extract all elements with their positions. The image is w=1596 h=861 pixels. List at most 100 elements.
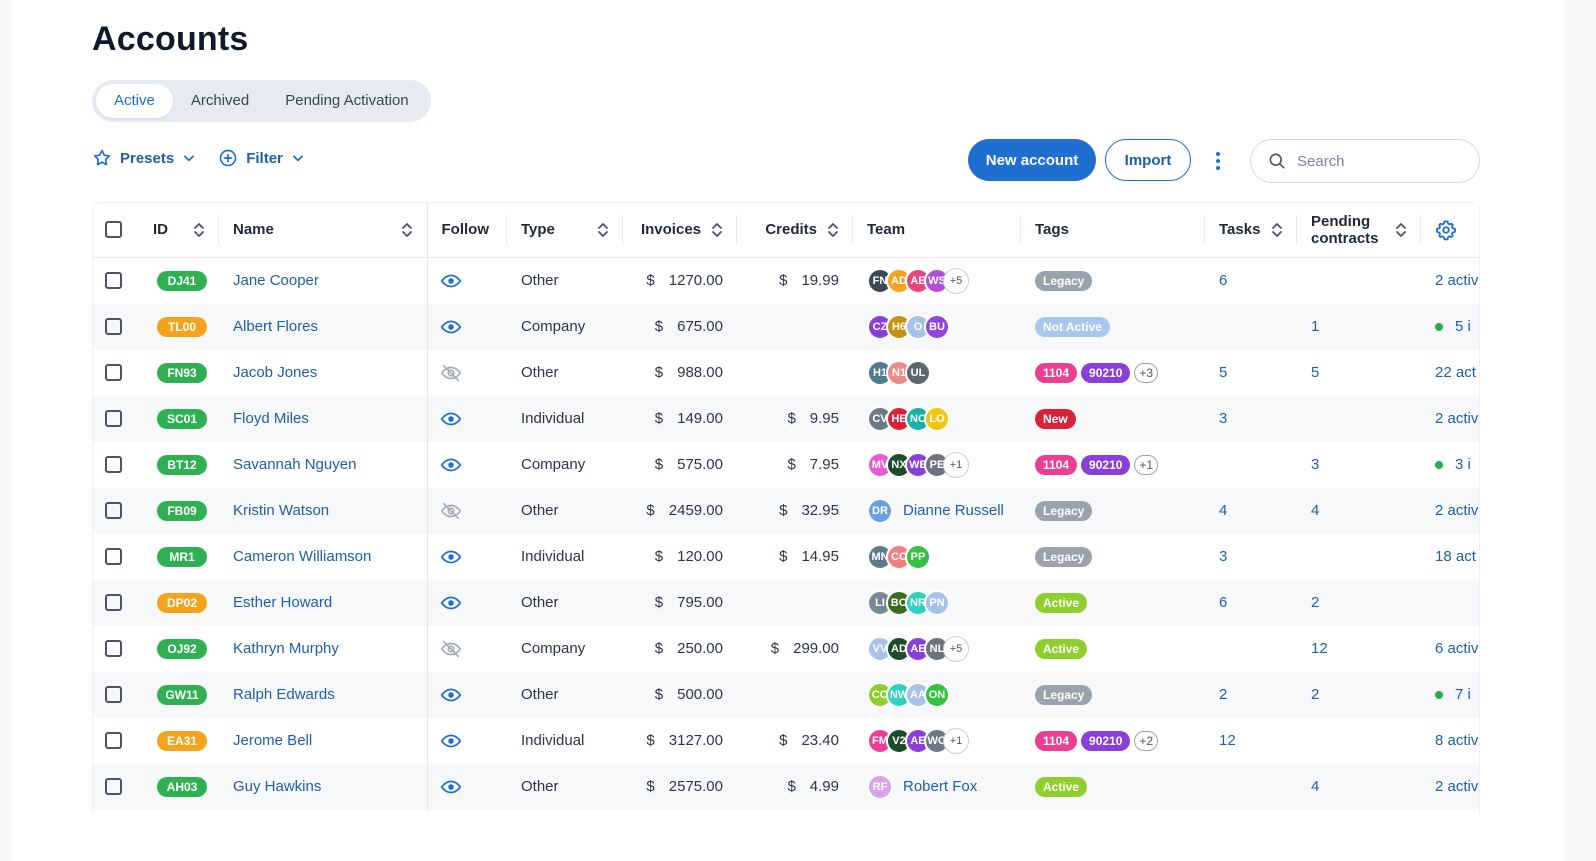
account-name-link[interactable]: Esther Howard xyxy=(233,594,333,611)
filter-button[interactable]: Filter xyxy=(218,148,305,168)
avatar-group[interactable]: CO NW AA ON xyxy=(867,681,1021,708)
pending-count[interactable]: 5 xyxy=(1311,364,1320,381)
tasks-count[interactable] xyxy=(1205,456,1219,473)
sort-icon[interactable] xyxy=(1271,222,1283,238)
avatar-group[interactable]: MV NX WE PE +1 xyxy=(867,451,1021,478)
activity-summary[interactable]: 6 activ xyxy=(1421,626,1479,672)
tasks-count[interactable]: 3 xyxy=(1219,410,1228,427)
activity-summary[interactable]: 7 i xyxy=(1421,672,1479,718)
activity-summary[interactable] xyxy=(1421,580,1479,626)
row-checkbox[interactable] xyxy=(105,594,122,611)
gear-icon[interactable] xyxy=(1435,219,1457,241)
account-name-link[interactable]: Albert Flores xyxy=(233,318,319,335)
col-pending-contracts[interactable]: Pending contracts xyxy=(1297,203,1421,258)
row-checkbox[interactable] xyxy=(105,364,122,381)
table-row[interactable]: FN93 Jacob Jones Other $988.00 H1 N1 UL 1104 902… xyxy=(93,349,1479,396)
tasks-count[interactable] xyxy=(1205,778,1219,795)
more-options-icon[interactable] xyxy=(1208,148,1228,174)
pending-count[interactable]: 3 xyxy=(1311,456,1320,473)
table-row[interactable]: OJ92 Kathryn Murphy Company $250.00 $299.00 V… xyxy=(93,625,1479,672)
eye-icon[interactable] xyxy=(428,316,507,338)
activity-summary[interactable]: 3 i xyxy=(1421,442,1479,488)
eye-off-icon[interactable] xyxy=(428,362,507,384)
row-checkbox[interactable] xyxy=(105,686,122,703)
eye-icon[interactable] xyxy=(428,730,507,752)
pending-count[interactable] xyxy=(1297,732,1311,749)
pending-count[interactable] xyxy=(1297,272,1311,289)
sort-icon[interactable] xyxy=(401,222,413,238)
activity-summary[interactable]: 8 activ xyxy=(1421,718,1479,764)
avatar-group[interactable]: H1 N1 UL xyxy=(867,359,1021,386)
search-input[interactable] xyxy=(1297,152,1457,170)
activity-summary[interactable]: 2 activ xyxy=(1421,764,1479,810)
tasks-count[interactable]: 4 xyxy=(1219,502,1228,519)
sort-icon[interactable] xyxy=(597,222,609,238)
row-checkbox[interactable] xyxy=(105,732,122,749)
table-row[interactable]: TL00 Albert Flores Company $675.00 CZ H6 O BU No… xyxy=(93,303,1479,350)
activity-summary[interactable]: 2 activ xyxy=(1421,488,1479,534)
eye-icon[interactable] xyxy=(428,270,507,292)
activity-summary[interactable]: 2 activ xyxy=(1421,258,1479,304)
tasks-count[interactable]: 3 xyxy=(1219,548,1228,565)
pending-count[interactable]: 4 xyxy=(1311,778,1320,795)
account-name-link[interactable]: Jacob Jones xyxy=(233,364,318,381)
row-checkbox[interactable] xyxy=(105,778,122,795)
select-all-checkbox[interactable] xyxy=(105,221,122,239)
table-row[interactable]: SC01 Floyd Miles Individual $149.00 $9.95 CV H… xyxy=(93,395,1479,442)
account-name-link[interactable]: Cameron Williamson xyxy=(233,548,372,565)
table-row[interactable]: AH03 Guy Hawkins Other $2575.00 $4.99 RF Rober… xyxy=(93,763,1479,810)
tasks-count[interactable]: 2 xyxy=(1219,686,1228,703)
avatar-group[interactable]: VV AD AE NL +5 xyxy=(867,635,1021,662)
table-row[interactable]: BT12 Savannah Nguyen Company $575.00 $7.95 MV… xyxy=(93,441,1479,488)
activity-summary[interactable]: 18 act xyxy=(1421,534,1479,580)
col-name[interactable]: Name xyxy=(219,203,427,258)
eye-icon[interactable] xyxy=(428,684,507,706)
avatar-group[interactable]: CZ H6 O BU xyxy=(867,313,1021,340)
eye-icon[interactable] xyxy=(428,776,507,798)
avatar-group[interactable]: FM V2 AE WO +1 xyxy=(867,727,1021,754)
eye-icon[interactable] xyxy=(428,546,507,568)
import-button[interactable]: Import xyxy=(1105,139,1191,181)
more-tags-badge[interactable]: +1 xyxy=(1134,454,1159,475)
account-name-link[interactable]: Ralph Edwards xyxy=(233,686,335,703)
activity-summary[interactable]: 2 activ xyxy=(1421,396,1479,442)
sort-icon[interactable] xyxy=(1395,222,1407,238)
account-name-link[interactable]: Kathryn Murphy xyxy=(233,640,339,657)
more-members-badge[interactable]: +5 xyxy=(943,635,969,662)
tasks-count[interactable]: 6 xyxy=(1219,272,1228,289)
row-checkbox[interactable] xyxy=(105,318,122,335)
row-checkbox[interactable] xyxy=(105,456,122,473)
more-tags-badge[interactable]: +3 xyxy=(1134,362,1159,383)
account-name-link[interactable]: Guy Hawkins xyxy=(233,778,322,795)
tasks-count[interactable] xyxy=(1205,318,1219,335)
row-checkbox[interactable] xyxy=(105,548,122,565)
row-checkbox[interactable] xyxy=(105,502,122,519)
row-checkbox[interactable] xyxy=(105,640,122,657)
pending-count[interactable]: 4 xyxy=(1311,502,1320,519)
avatar-group[interactable]: CV HE NC LO xyxy=(867,405,1021,432)
presets-button[interactable]: Presets xyxy=(92,148,196,168)
pending-count[interactable]: 2 xyxy=(1311,594,1320,611)
row-checkbox[interactable] xyxy=(105,272,122,289)
row-checkbox[interactable] xyxy=(105,410,122,427)
eye-off-icon[interactable] xyxy=(428,500,507,522)
pending-count[interactable] xyxy=(1297,410,1311,427)
col-invoices[interactable]: Invoices xyxy=(623,203,737,258)
sort-icon[interactable] xyxy=(711,222,723,238)
account-name-link[interactable]: Savannah Nguyen xyxy=(233,456,357,473)
col-tasks[interactable]: Tasks xyxy=(1205,203,1297,258)
tab-active[interactable]: Active xyxy=(96,84,173,118)
tasks-count[interactable]: 12 xyxy=(1219,732,1236,749)
more-members-badge[interactable]: +1 xyxy=(943,727,969,754)
more-members-badge[interactable]: +5 xyxy=(943,267,969,294)
team-member[interactable]: DR Dianne Russell xyxy=(867,497,1021,524)
table-row[interactable]: DP02 Esther Howard Other $795.00 LI BO NR PN Act… xyxy=(93,579,1479,626)
pending-count[interactable]: 12 xyxy=(1311,640,1328,657)
table-row[interactable]: GW11 Ralph Edwards Other $500.00 CO NW AA ON Leg… xyxy=(93,671,1479,718)
team-member[interactable]: RF Robert Fox xyxy=(867,773,1021,800)
account-name-link[interactable]: Jerome Bell xyxy=(233,732,313,749)
tab-archived[interactable]: Archived xyxy=(190,92,250,109)
tasks-count[interactable]: 5 xyxy=(1219,364,1228,381)
table-row[interactable]: DJ41 Jane Cooper Other $1270.00 $19.99 FN AD AE… xyxy=(93,257,1479,304)
account-name-link[interactable]: Jane Cooper xyxy=(233,272,319,289)
